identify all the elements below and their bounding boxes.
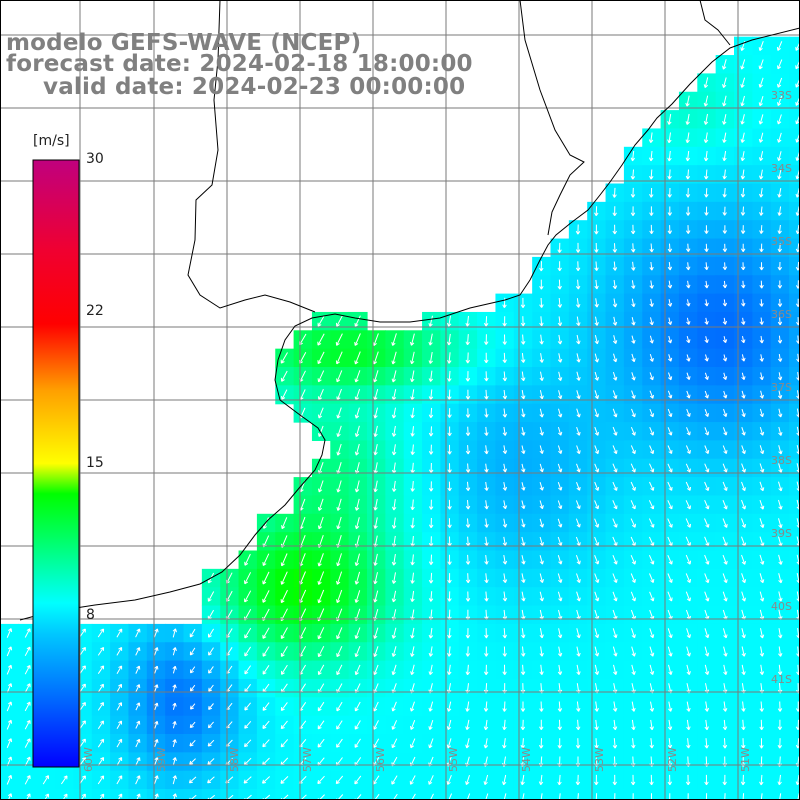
lat-label-38s: 38S [771, 454, 792, 467]
lon-label-59w: 59W [155, 747, 168, 772]
lon-label-58w: 58W [228, 747, 241, 772]
wind-arrows [6, 40, 800, 800]
lat-label-37s: 37S [771, 381, 792, 394]
coastline [19, 0, 800, 621]
lat-label-33s: 33S [771, 89, 792, 102]
lon-label-51w: 51W [739, 747, 752, 772]
lat-label-39s: 39S [771, 527, 792, 540]
lon-label-56w: 56W [374, 747, 387, 772]
lat-label-40s: 40S [771, 600, 792, 613]
forecast-date: forecast date: 2024-02-18 18:00:00 [6, 51, 473, 77]
lon-label-53w: 53W [593, 747, 606, 772]
lon-label-60w: 60W [82, 747, 95, 772]
lon-label-54w: 54W [520, 747, 533, 772]
lat-label-36s: 36S [771, 308, 792, 321]
longitude-labels: 60W 59W 58W 57W 56W 55W 54W 53W 52W 51W [82, 747, 752, 772]
lon-label-57w: 57W [301, 747, 314, 772]
model-title: modelo GEFS-WAVE (NCEP) [6, 30, 362, 56]
lat-label-34s: 34S [771, 162, 792, 175]
valid-date: valid date: 2024-02-23 00:00:00 [43, 74, 466, 100]
lon-label-55w: 55W [447, 747, 460, 772]
lat-label-35s: 35S [771, 235, 792, 248]
lon-label-52w: 52W [666, 747, 679, 772]
lat-label-41s: 41S [771, 673, 792, 686]
latitude-labels: 33S 34S 35S 36S 37S 38S 39S 40S 41S [771, 89, 792, 686]
